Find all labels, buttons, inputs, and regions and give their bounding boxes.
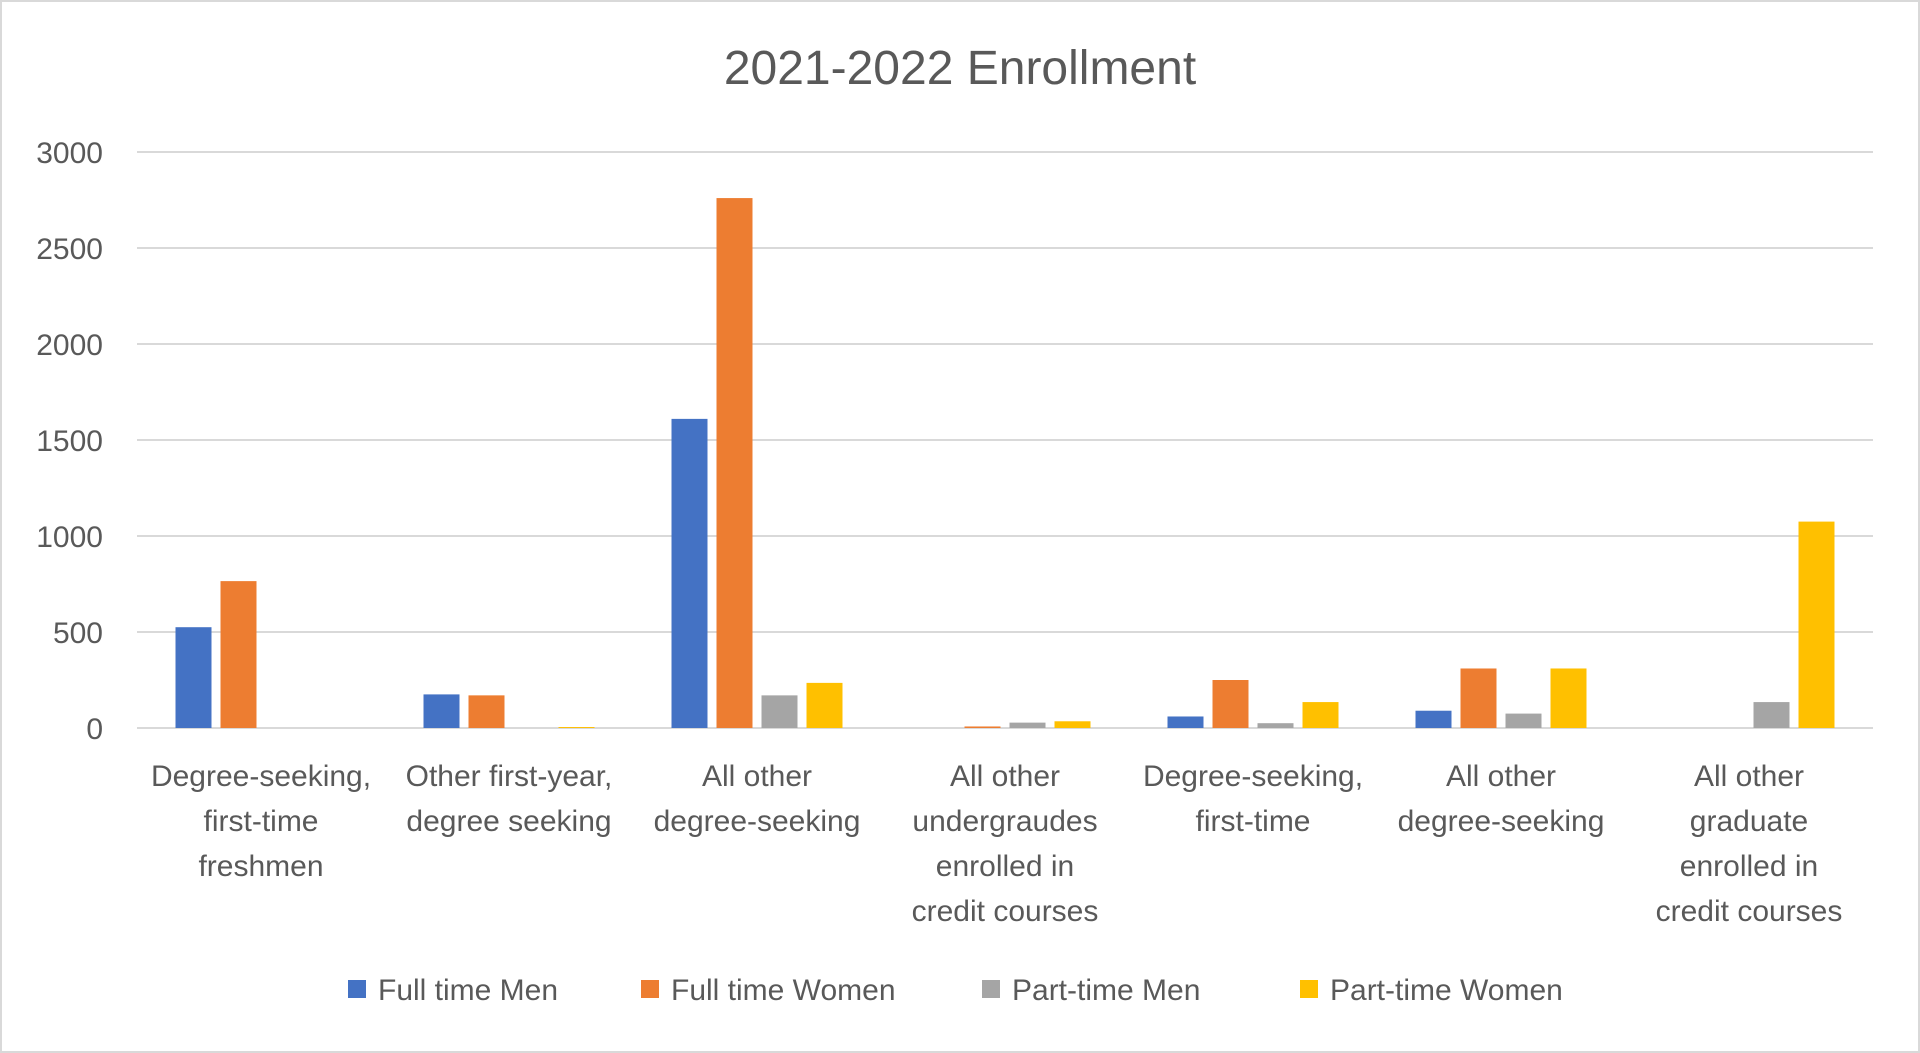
category-label-line: credit courses [912, 895, 1099, 928]
category-label: Other first-year, degree seeking [406, 760, 613, 838]
category-label-line: Degree-seeking, [1143, 760, 1363, 793]
bar-part-time-women [1302, 702, 1339, 728]
chart-title: 2021-2022 Enrollment [724, 42, 1196, 95]
category-label-line: degree-seeking [1398, 805, 1605, 838]
category-label: All other degree-seeking [1398, 760, 1605, 838]
legend: Full time Men Full time Women Part-time Me… [348, 974, 1563, 1007]
bar-part-time-men [1505, 713, 1542, 728]
y-tick-label: 1500 [36, 425, 103, 458]
bar-full-time-women [716, 198, 753, 728]
y-tick-label: 3000 [36, 137, 103, 170]
y-axis-ticks: 0 500 1000 1500 2000 2500 3000 [36, 137, 103, 746]
bar-full-time-men [671, 418, 708, 728]
bar-part-time-women [1054, 721, 1091, 728]
category-label: Degree-seeking, first-time freshmen [151, 760, 371, 883]
y-tick-label: 0 [86, 713, 103, 746]
legend-swatch [641, 980, 659, 998]
category-label-line: Degree-seeking, [151, 760, 371, 793]
category-label-line: enrolled in [1680, 850, 1818, 883]
legend-swatch [982, 980, 1000, 998]
bar-full-time-men [1167, 716, 1204, 728]
category-label-line: All other [950, 760, 1060, 793]
bar-full-time-women [1212, 680, 1249, 728]
category-label-line: All other [1446, 760, 1556, 793]
bar-full-time-women [964, 726, 1001, 728]
legend-label: Part-time Men [1012, 974, 1200, 1007]
category-label-line: first-time [204, 805, 319, 838]
bar-part-time-men [1009, 722, 1046, 728]
bar-part-time-men [761, 695, 798, 728]
category-label: All other graduate enrolled in credit cours… [1656, 760, 1843, 928]
bars [175, 198, 1835, 728]
category-label-line: undergraudes [912, 805, 1097, 838]
bar-full-time-women [468, 695, 505, 728]
bar-part-time-men [1257, 723, 1294, 728]
category-label-line: All other [702, 760, 812, 793]
legend-swatch [348, 980, 366, 998]
category-label-line: first-time [1196, 805, 1311, 838]
category-label-line: credit courses [1656, 895, 1843, 928]
bar-part-time-men [1753, 702, 1790, 728]
y-tick-label: 1000 [36, 521, 103, 554]
bar-part-time-women [806, 682, 843, 728]
bar-full-time-men [175, 627, 212, 728]
category-label-line: Other first-year, [406, 760, 613, 793]
category-label-line: degree-seeking [654, 805, 861, 838]
category-label: Degree-seeking, first-time [1143, 760, 1363, 838]
y-tick-label: 2500 [36, 233, 103, 266]
category-label: All other degree-seeking [654, 760, 861, 838]
bar-part-time-women [1798, 521, 1835, 728]
category-label: All other undergraudes enrolled in credit c… [912, 760, 1099, 928]
category-label-line: freshmen [198, 850, 323, 883]
bar-part-time-women [1550, 668, 1587, 728]
category-label-line: graduate [1690, 805, 1808, 838]
bar-full-time-women [220, 581, 257, 728]
bar-full-time-men [423, 694, 460, 728]
legend-label: Full time Men [378, 974, 558, 1007]
bar-full-time-men [1415, 710, 1452, 728]
category-label-line: degree seeking [406, 805, 611, 838]
gridlines [137, 151, 1873, 729]
y-tick-label: 500 [53, 617, 103, 650]
category-label-line: enrolled in [936, 850, 1074, 883]
bar-full-time-women [1460, 668, 1497, 728]
legend-swatch [1300, 980, 1318, 998]
category-label-line: All other [1694, 760, 1804, 793]
legend-label: Part-time Women [1330, 974, 1563, 1007]
legend-label: Full time Women [671, 974, 896, 1007]
y-tick-label: 2000 [36, 329, 103, 362]
bar-part-time-women [558, 727, 595, 728]
category-labels: Degree-seeking, first-time freshmen Other f… [151, 760, 1842, 928]
